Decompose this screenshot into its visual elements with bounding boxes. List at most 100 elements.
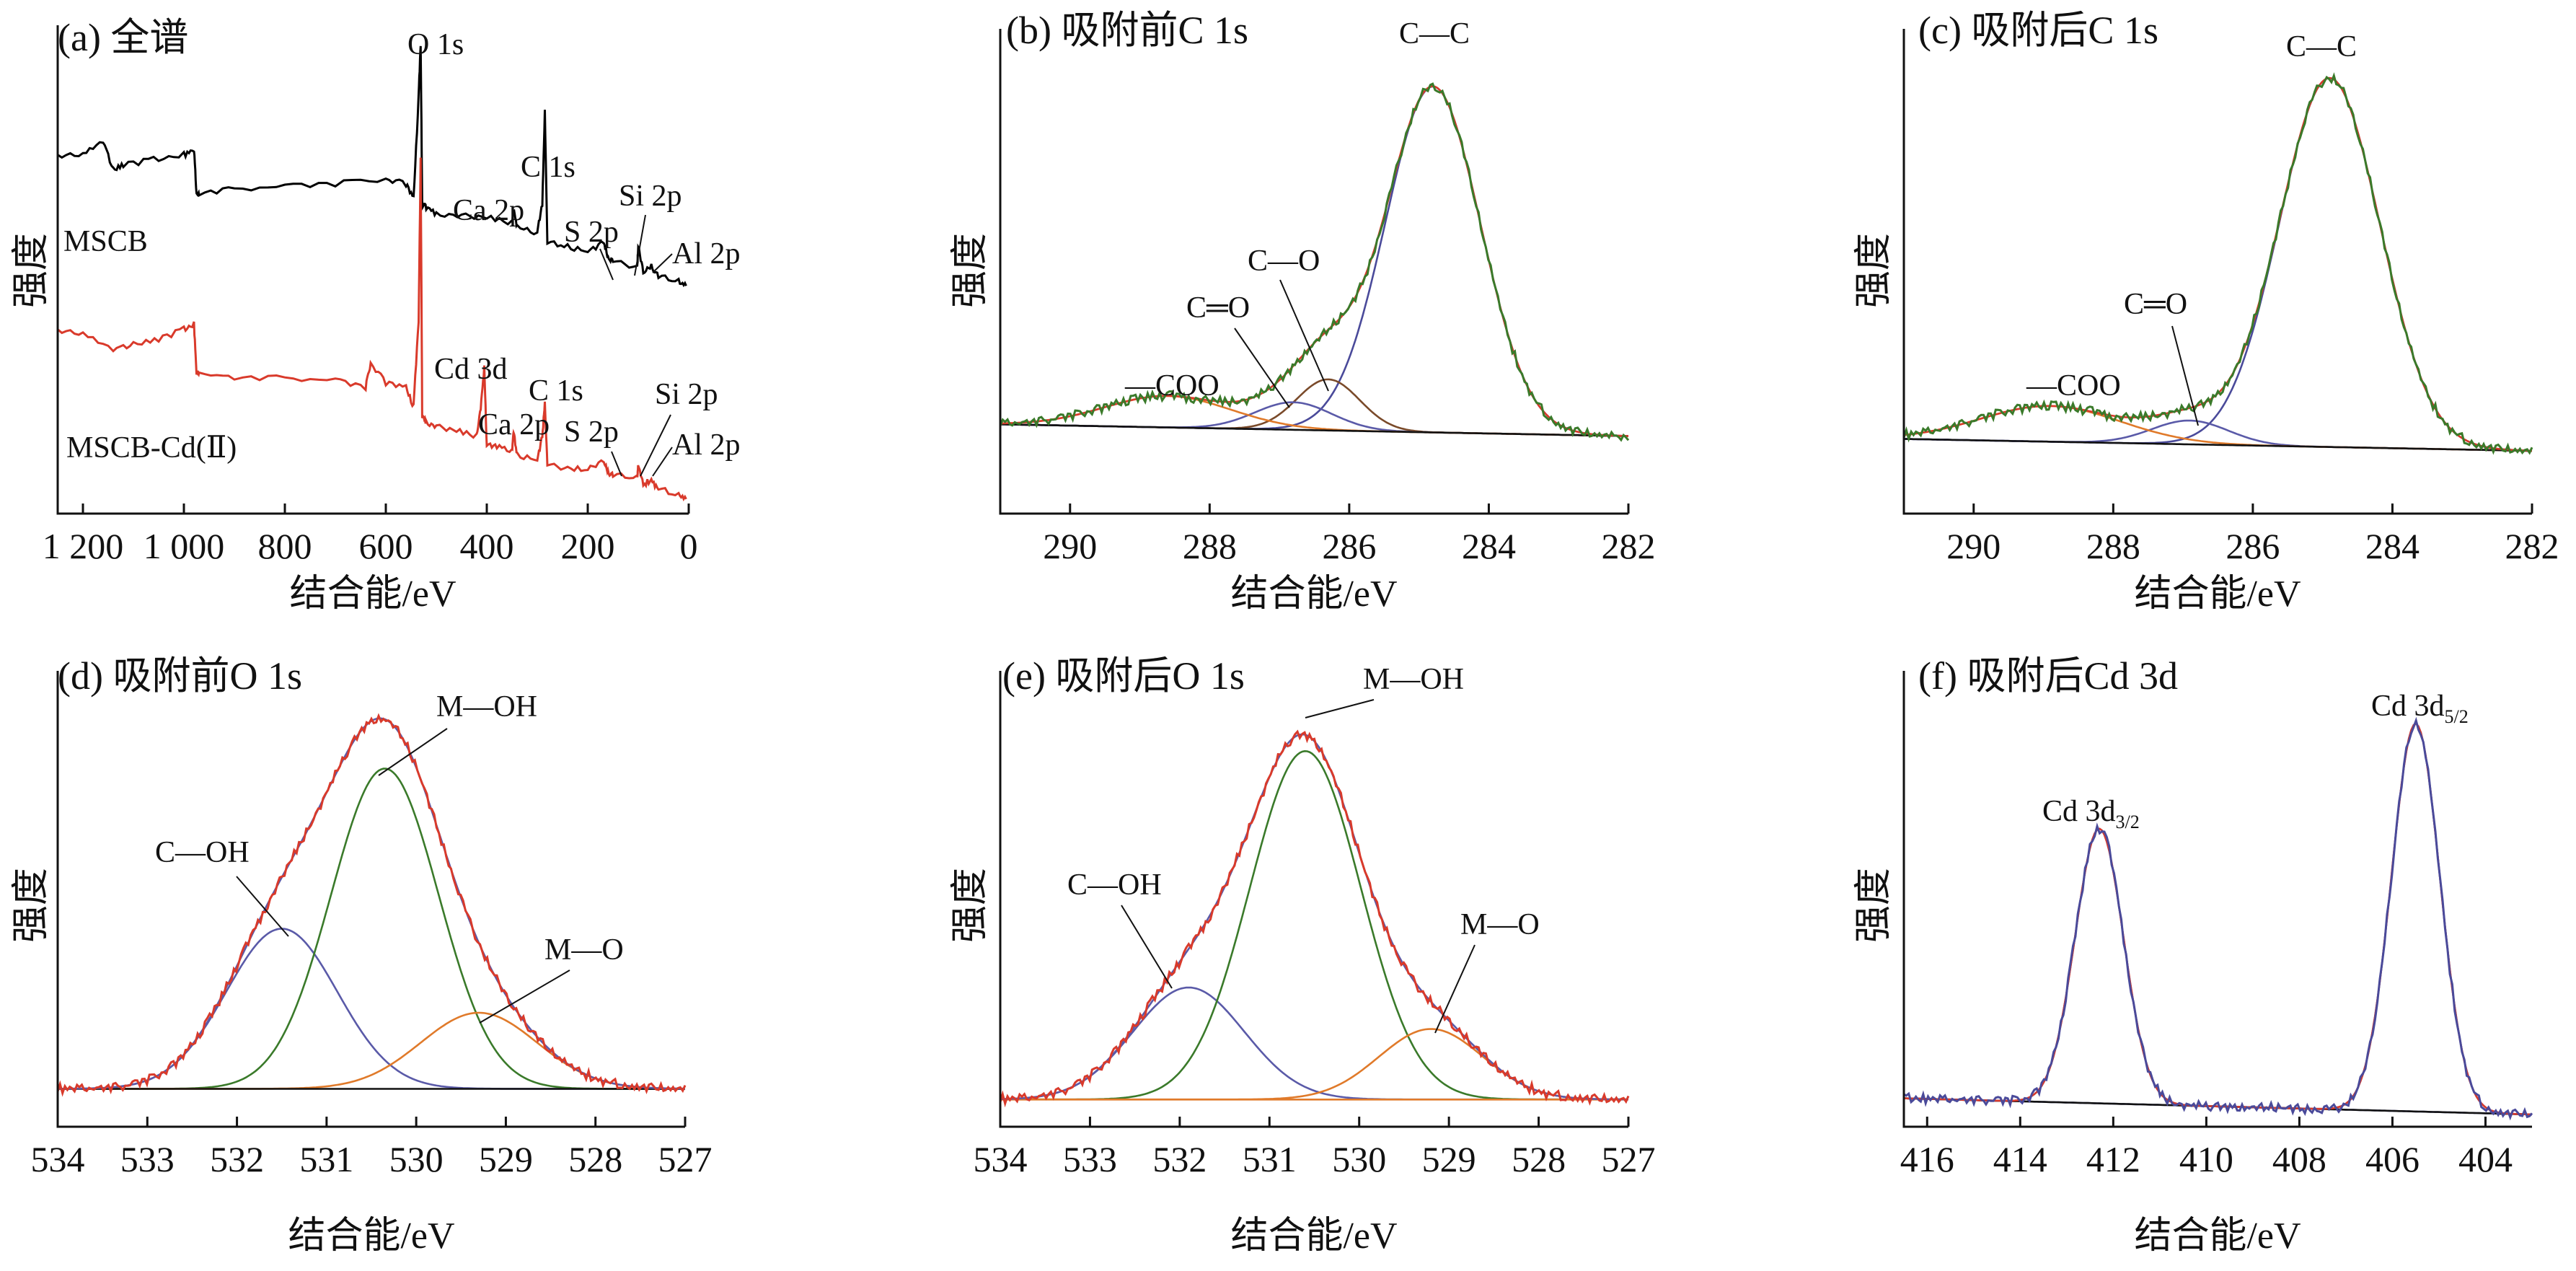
panel-f-axes <box>1902 671 2532 1128</box>
leader-d-moh <box>378 728 448 776</box>
series-d-4 <box>58 717 685 1090</box>
x-tick-label-d-5: 529 <box>479 1139 533 1179</box>
series-d-1 <box>58 768 685 1090</box>
x-tick-label-e-5: 529 <box>1422 1139 1476 1179</box>
label-e-mo: M—O <box>1460 908 1540 941</box>
panel-c-y-label: 强度 <box>1853 233 1894 308</box>
x-tick-label-e-2: 532 <box>1152 1139 1207 1179</box>
panel-a-y-label: 强度 <box>11 233 52 308</box>
x-tick-label-c-4: 282 <box>2505 526 2559 566</box>
label-b-cc: C—C <box>1399 17 1470 50</box>
panel-d-title: (d) 吸附前O 1s <box>58 654 302 698</box>
x-tick-label-c-1: 288 <box>2086 526 2140 566</box>
x-tick-label-f-6: 404 <box>2458 1139 2513 1179</box>
panel-f-y-label: 强度 <box>1853 868 1894 943</box>
panel-d-ticks: 534 533 532 531 530 529 528 527 <box>31 1117 713 1179</box>
label-c-cc: C—C <box>2286 30 2357 63</box>
panel-e-curves <box>999 729 1630 1108</box>
label-b-coo: —COO <box>1124 369 1219 403</box>
x-tick-label-e-0: 534 <box>974 1139 1028 1179</box>
panel-f-curves <box>1903 716 2533 1121</box>
x-tick-label-c-0: 290 <box>1946 526 2001 566</box>
panel-a-curves <box>57 45 687 502</box>
label-al2p-mscb: Al 2p <box>672 237 741 271</box>
panel-a-ticks: 1 200 1 000 800 600 400 200 0 <box>43 503 698 566</box>
x-tick-label-e-6: 528 <box>1512 1139 1566 1179</box>
label-si2p-mscb: Si 2p <box>619 180 682 213</box>
x-tick-label-d-0: 534 <box>31 1139 85 1179</box>
x-tick-label-e-4: 530 <box>1332 1139 1386 1179</box>
label-c-coo: —COO <box>2026 369 2121 403</box>
x-tick-label-c-2: 286 <box>2226 526 2280 566</box>
x-tick-label-f-4: 408 <box>2272 1139 2326 1179</box>
label-mscb-cd: MSCB-Cd(Ⅱ) <box>66 431 237 465</box>
series-e-5 <box>999 729 1630 1108</box>
x-tick-label-d-2: 532 <box>210 1139 264 1179</box>
label-f-cd3d52: Cd 3d5/2 <box>2371 690 2469 727</box>
leader-d-mo <box>479 969 570 1024</box>
panel-d-o1s-before: (d) 吸附前O 1s 534 533 532 531 530 529 528 527 结合能… <box>11 654 713 1257</box>
series-c-4 <box>1903 76 2532 452</box>
panel-d-axes <box>56 671 685 1128</box>
panel-e-o1s-after: (e) 吸附后O 1s 534 533 532 531 530 529 528 527 结合能… <box>950 654 1656 1257</box>
panel-c-axes <box>1902 29 2532 515</box>
panel-a-axes <box>56 25 689 515</box>
panel-d-curves <box>56 713 687 1097</box>
leader-al2p-cd <box>652 447 673 477</box>
series-a-0 <box>57 45 687 288</box>
x-tick-label-f-1: 414 <box>1993 1139 2047 1179</box>
panel-b-y-label: 强度 <box>950 233 991 308</box>
x-tick-label-e-7: 527 <box>1602 1139 1656 1179</box>
x-tick-label-b-3: 284 <box>1462 526 1516 566</box>
leader-b-c-double-o <box>1234 327 1290 408</box>
panel-f-title: (f) 吸附后Cd 3d <box>1918 654 2178 698</box>
label-o1s: O 1s <box>407 28 464 61</box>
series-e-0 <box>1000 986 1628 1101</box>
series-f-0 <box>1903 827 2533 1116</box>
x-tick-label-a-0: 1 200 <box>43 526 124 566</box>
panel-a-x-label: 结合能/eV <box>289 573 456 615</box>
label-c1s-mscb: C 1s <box>521 151 575 184</box>
label-d-mo: M—O <box>544 933 624 967</box>
x-tick-label-b-4: 282 <box>1602 526 1656 566</box>
x-tick-label-a-2: 800 <box>258 526 312 566</box>
panel-a-title: (a) 全谱 <box>58 16 188 59</box>
leader-c-c-double-o <box>2171 325 2199 426</box>
leader-s2p-cd <box>611 451 622 477</box>
leader-e-moh <box>1305 699 1375 718</box>
panel-b-axes <box>999 29 1628 515</box>
label-mscb: MSCB <box>63 225 148 258</box>
leader-si2p-cd <box>640 414 671 477</box>
panel-b-curves <box>999 82 1630 442</box>
label-d-coh: C—OH <box>155 836 250 869</box>
x-tick-label-f-5: 406 <box>2365 1139 2420 1179</box>
panel-f-cd3d-after: (f) 吸附后Cd 3d 416 414 412 410 408 406 404 结合能/e… <box>1853 654 2533 1257</box>
x-tick-label-f-2: 412 <box>2086 1139 2140 1179</box>
x-tick-label-b-0: 290 <box>1043 526 1097 566</box>
panel-c-title: (c) 吸附后C 1s <box>1918 9 2158 52</box>
panel-d-y-label: 强度 <box>11 868 52 943</box>
panel-b-x-label: 结合能/eV <box>1230 573 1397 615</box>
label-s2p-mscb: S 2p <box>564 216 619 249</box>
leader-si2p-mscb <box>634 214 646 276</box>
panel-c-c1s-after: (c) 吸附后C 1s 290 288 286 284 282 结合能/eV 强度 C—… <box>1853 9 2559 615</box>
series-b-4 <box>1000 423 1628 437</box>
panel-c-ticks: 290 288 286 284 282 <box>1946 503 2559 566</box>
x-tick-label-b-1: 288 <box>1183 526 1237 566</box>
series-c-0 <box>1903 76 2532 452</box>
series-c-1 <box>1903 419 2533 452</box>
x-tick-label-c-3: 284 <box>2365 526 2420 566</box>
label-cd3d: Cd 3d <box>434 353 508 386</box>
label-b-c-double-o: C═O <box>1186 291 1250 325</box>
panel-c-curves <box>1902 72 2533 455</box>
series-b-6 <box>999 82 1630 442</box>
label-b-co: C—O <box>1248 245 1320 278</box>
x-tick-label-a-4: 400 <box>460 526 514 566</box>
panel-f-x-label: 结合能/eV <box>2134 1215 2301 1257</box>
panel-c-x-label: 结合能/eV <box>2134 573 2301 615</box>
x-tick-label-d-4: 530 <box>389 1139 444 1179</box>
label-ca2p-mscb: Ca 2p <box>453 194 524 227</box>
panel-e-x-label: 结合能/eV <box>1230 1215 1397 1257</box>
leader-al2p-mscb <box>652 253 673 273</box>
